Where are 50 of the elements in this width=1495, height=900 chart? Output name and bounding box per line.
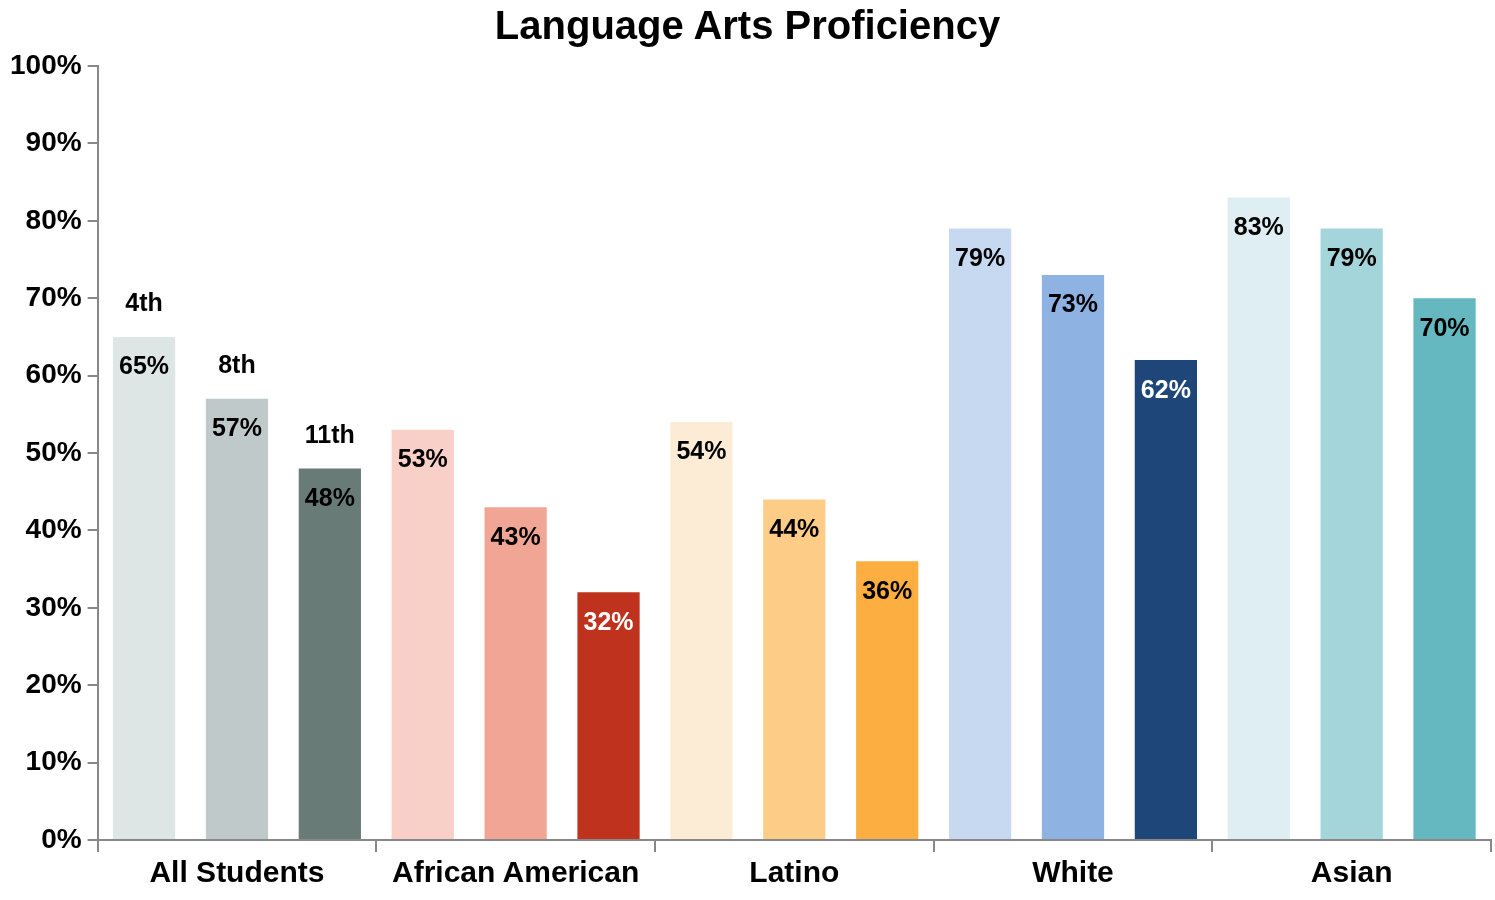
data-label: 53% <box>397 444 448 473</box>
series-label: 8th <box>218 350 256 379</box>
y-tick-label: 100% <box>9 48 82 80</box>
y-tick-label: 70% <box>25 280 82 312</box>
y-tick-label: 20% <box>25 667 82 699</box>
bar <box>298 468 361 839</box>
bar <box>1320 228 1383 839</box>
data-label: 79% <box>1326 242 1377 271</box>
x-tick-label: African American <box>391 855 640 889</box>
bar <box>391 429 454 839</box>
bar <box>112 336 176 839</box>
y-tick-label: 30% <box>25 590 82 622</box>
y-tick-label: 10% <box>25 745 82 777</box>
data-label: 43% <box>490 521 541 550</box>
data-label: 83% <box>1233 211 1284 240</box>
bar <box>484 507 547 839</box>
data-label: 79% <box>955 242 1006 271</box>
data-label: 54% <box>676 436 727 465</box>
bar <box>1134 360 1197 839</box>
bar <box>205 398 269 839</box>
x-tick-label: All Students <box>149 855 325 889</box>
x-tick-label: White <box>1032 855 1114 889</box>
chart-title: Language Arts Proficiency <box>494 3 1001 48</box>
y-tick-label: 60% <box>25 358 82 390</box>
bar <box>763 499 826 839</box>
y-tick-label: 40% <box>25 513 82 545</box>
data-label: 73% <box>1047 289 1099 318</box>
data-label: 62% <box>1140 374 1191 403</box>
bar <box>1227 197 1290 839</box>
data-label: 36% <box>862 575 913 604</box>
data-label: 44% <box>769 513 820 542</box>
bar <box>856 561 919 839</box>
y-tick-label: 80% <box>25 203 82 235</box>
y-tick-label: 90% <box>25 126 82 158</box>
data-label: 70% <box>1419 312 1470 341</box>
x-tick-label: Asian <box>1310 855 1393 889</box>
bar <box>948 228 1012 839</box>
bar <box>1413 298 1476 839</box>
y-tick-label: 0% <box>41 822 82 854</box>
series-label: 11th <box>304 419 355 448</box>
data-label: 65% <box>119 351 170 380</box>
series-label: 4th <box>125 288 163 317</box>
data-label: 32% <box>583 606 634 635</box>
x-tick-label: Latino <box>749 855 840 889</box>
bar <box>577 592 640 839</box>
bar <box>670 422 733 839</box>
y-tick-label: 50% <box>25 435 82 467</box>
data-label: 57% <box>211 413 262 442</box>
bar <box>1041 274 1105 839</box>
data-label: 48% <box>304 482 355 511</box>
